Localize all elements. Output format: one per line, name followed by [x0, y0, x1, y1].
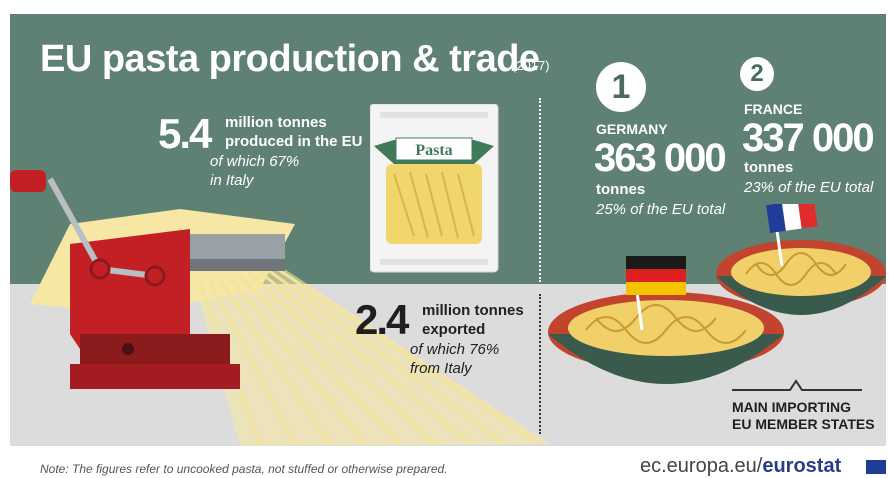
source-link-brand: eurostat: [762, 455, 842, 477]
divider-top: [539, 98, 541, 282]
rank-badge-1: 1: [596, 62, 646, 112]
exports-desc-line2: exported: [422, 321, 486, 338]
pasta-package-label: Pasta: [415, 142, 452, 159]
title-year: (2017): [512, 58, 550, 73]
source-link[interactable]: ec.europa.eu/eurostat: [640, 455, 841, 478]
pasta-package-illustration: Pasta: [370, 104, 499, 273]
country-germany: GERMANY: [596, 121, 668, 137]
production-sub-line2: in Italy: [210, 172, 254, 189]
production-sub-line1: of which 67%: [210, 153, 300, 170]
france-unit: tonnes: [744, 159, 794, 176]
infographic-canvas: EU pasta production & trade (2017) 5.4 m…: [10, 14, 886, 446]
production-desc-line2: produced in the EU: [225, 133, 363, 150]
production-value: 5.4: [158, 110, 212, 157]
rank-badge-2: 2: [740, 57, 774, 91]
divider-bottom: [539, 294, 541, 434]
page-title: EU pasta production & trade: [40, 38, 540, 80]
source-link-prefix: ec.europa.eu/: [640, 455, 763, 477]
exports-desc-line1: million tonnes: [422, 302, 524, 319]
exports-sub-line2: from Italy: [410, 360, 472, 377]
eu-flag-icon: [866, 460, 886, 474]
production-desc-line1: million tonnes: [225, 114, 327, 131]
exports-value: 2.4: [355, 296, 409, 343]
country-france: FRANCE: [744, 101, 803, 117]
germany-unit: tonnes: [596, 181, 646, 198]
pasta-bowls-illustration: [548, 204, 886, 384]
pasta-machine-illustration: [10, 170, 550, 446]
legend-line: [732, 379, 862, 391]
germany-value: 363 000: [594, 136, 727, 180]
legend-line1: MAIN IMPORTING: [732, 399, 851, 415]
legend-line2: EU MEMBER STATES: [732, 416, 875, 432]
germany-share: 25% of the EU total: [596, 201, 726, 218]
legend: MAIN IMPORTING EU MEMBER STATES: [732, 399, 875, 433]
france-value: 337 000: [742, 116, 875, 160]
exports-sub-line1: of which 76%: [410, 341, 500, 358]
footnote: Note: The figures refer to uncooked past…: [40, 462, 448, 476]
france-share: 23% of the EU total: [744, 179, 874, 196]
